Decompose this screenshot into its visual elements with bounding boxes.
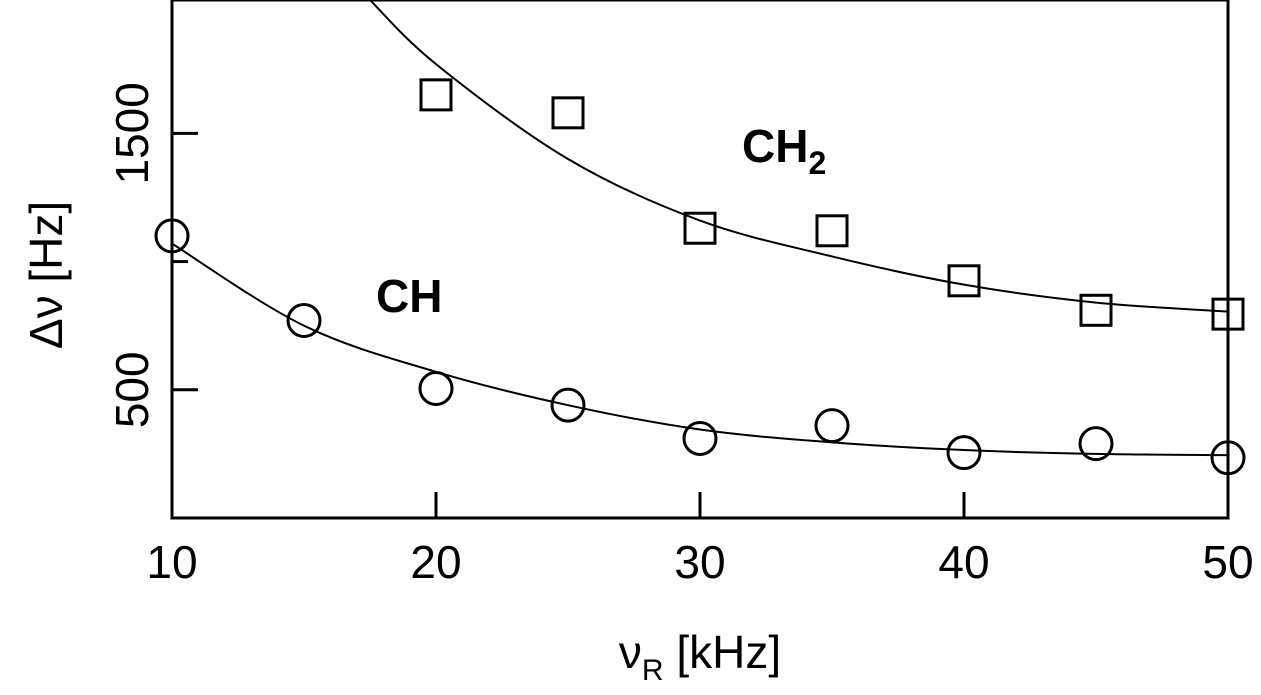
axes: 10 20 30 40 50 500 1500 νR [kHz] Δν [Hz] <box>20 82 1254 687</box>
data-point-ch <box>550 387 586 423</box>
data-point-ch <box>682 421 718 457</box>
data-point-ch2 <box>947 264 981 298</box>
x-tick-label: 40 <box>938 536 989 588</box>
data-point-ch <box>946 435 982 471</box>
data-point-ch <box>286 303 322 339</box>
data-point-ch <box>154 218 190 254</box>
x-axis-label-sub: R <box>642 654 664 687</box>
plot-frame <box>170 0 1230 520</box>
series-label-main: CH <box>376 270 442 322</box>
series-label-ch2: CH2 <box>742 120 826 181</box>
data-point-ch2 <box>1211 297 1245 331</box>
x-axis-label-main: ν <box>619 626 642 678</box>
y-axis-label: Δν [Hz] <box>20 201 72 349</box>
data-marks <box>154 0 1246 476</box>
data-point-ch2 <box>815 214 849 248</box>
x-tick-label: 50 <box>1202 536 1253 588</box>
series-label-main: CH <box>742 120 808 172</box>
x-axis-label: νR [kHz] <box>619 626 781 687</box>
plot-area <box>170 0 1230 520</box>
series-label-sub: 2 <box>808 145 826 181</box>
y-tick-label: 500 <box>106 351 158 428</box>
data-point-ch2 <box>419 78 453 112</box>
fit-curve-ch <box>172 242 1228 457</box>
data-point-ch <box>814 408 850 444</box>
x-tick-label: 10 <box>146 536 197 588</box>
data-point-ch2 <box>683 211 717 245</box>
data-point-ch2 <box>1079 293 1113 327</box>
data-point-ch <box>418 371 454 406</box>
data-point-ch2 <box>551 96 585 130</box>
series-label-ch: CH <box>376 270 442 322</box>
y-tick-label: 1500 <box>106 82 158 184</box>
x-tick-label: 20 <box>410 536 461 588</box>
data-point-ch <box>1210 440 1246 476</box>
data-point-ch <box>1078 426 1114 462</box>
x-tick-label: 30 <box>674 536 725 588</box>
x-axis-label-unit: [kHz] <box>664 626 782 678</box>
